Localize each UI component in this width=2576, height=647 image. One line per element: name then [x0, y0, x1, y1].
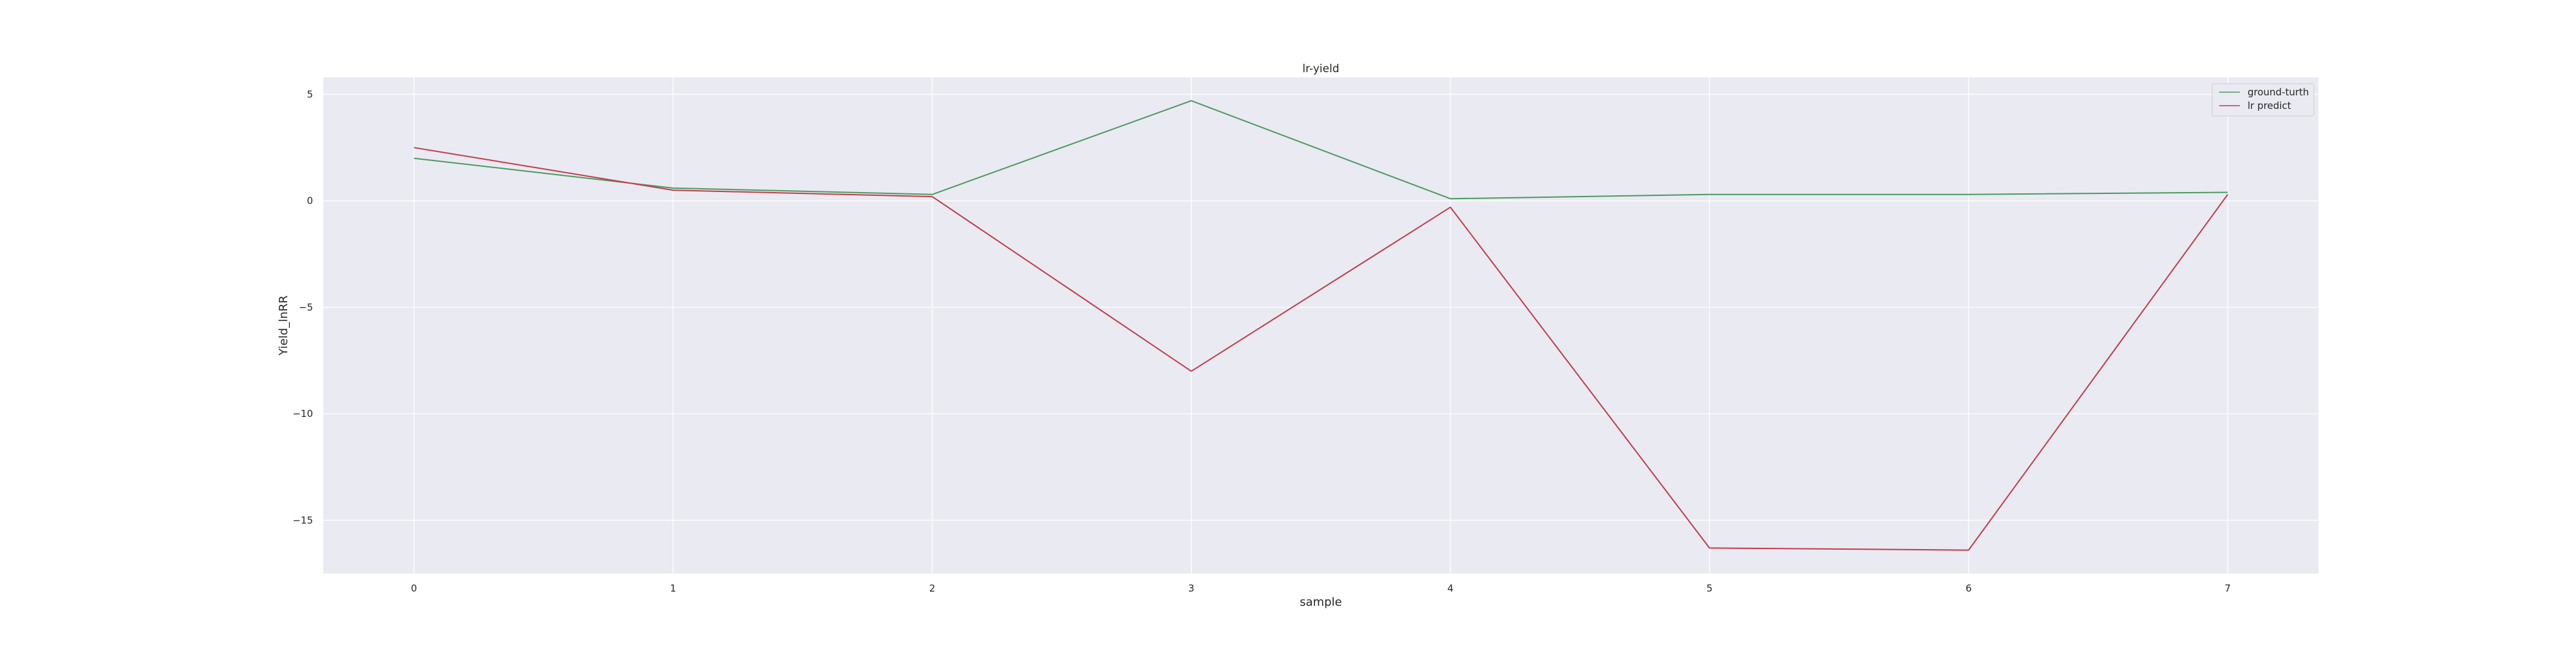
series-line-ground-turth [413, 100, 2228, 200]
tick-labels: 0 1 2 3 4 5 6 7 5 0 −5 −10 −15 [292, 88, 2231, 594]
chart-title: lr-yield [1302, 63, 1339, 75]
y-tick-label: −5 [299, 302, 313, 313]
y-axis-label: Yield_lnRR [277, 295, 290, 356]
x-tick-label: 2 [929, 583, 936, 594]
x-tick-label: 3 [1188, 583, 1195, 594]
y-tick-label: 5 [307, 88, 313, 100]
x-axis-label: sample [1300, 595, 1341, 609]
plot-area [323, 77, 2318, 574]
x-tick-label: 5 [1707, 583, 1713, 594]
x-tick-label: 1 [670, 583, 676, 594]
x-tick-label: 6 [1965, 583, 1972, 594]
series-line-lr-predict [413, 147, 2228, 551]
legend: ground-turth lr predict [2211, 83, 2315, 117]
y-tick-label: −15 [292, 514, 313, 526]
series-lines [413, 100, 2228, 551]
x-tick-label: 0 [411, 583, 417, 594]
legend-label-lr-predict: lr predict [2248, 100, 2291, 111]
x-tick-label: 4 [1447, 583, 1454, 594]
grid [323, 77, 2318, 574]
x-tick-label: 7 [2224, 583, 2231, 594]
legend-label-ground-turth: ground-turth [2248, 86, 2309, 98]
y-tick-label: −10 [292, 408, 313, 420]
y-tick-label: 0 [307, 195, 313, 207]
